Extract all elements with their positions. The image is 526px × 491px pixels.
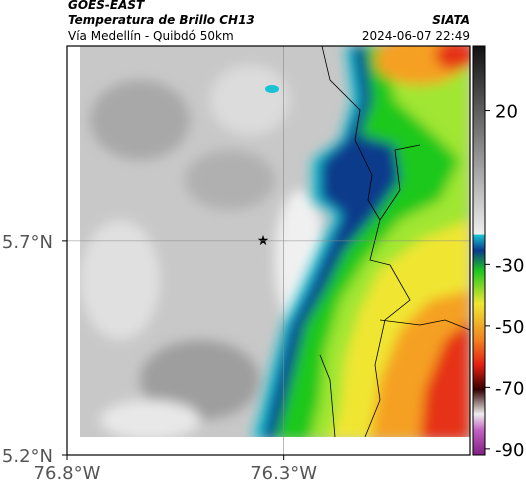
product: Temperatura de Brillo CH13 (68, 13, 255, 27)
colorbar (472, 45, 486, 456)
colorbar-tick-label: -90 (495, 440, 524, 461)
colorbar-tick-label: 20 (495, 102, 518, 123)
y-tick-label: 5.2°N (2, 446, 53, 467)
map-frame (66, 45, 471, 456)
x-tick-label: 76.3°W (250, 463, 317, 484)
colorbar-tick-label: -30 (495, 255, 524, 276)
colorbar-tick-label: -70 (495, 378, 524, 399)
credit: SIATA (432, 13, 470, 27)
colorbar-tick-label: -50 (495, 317, 524, 338)
x-tick-label: 76.8°W (34, 463, 101, 484)
source: GOES-EAST (68, 0, 145, 12)
datetime: 2024-06-07 22:49 (362, 29, 470, 43)
location: Vía Medellín - Quibdó 50km (68, 29, 234, 43)
y-tick-label: 5.7°N (2, 232, 53, 253)
satellite-image: ★ (80, 46, 470, 437)
